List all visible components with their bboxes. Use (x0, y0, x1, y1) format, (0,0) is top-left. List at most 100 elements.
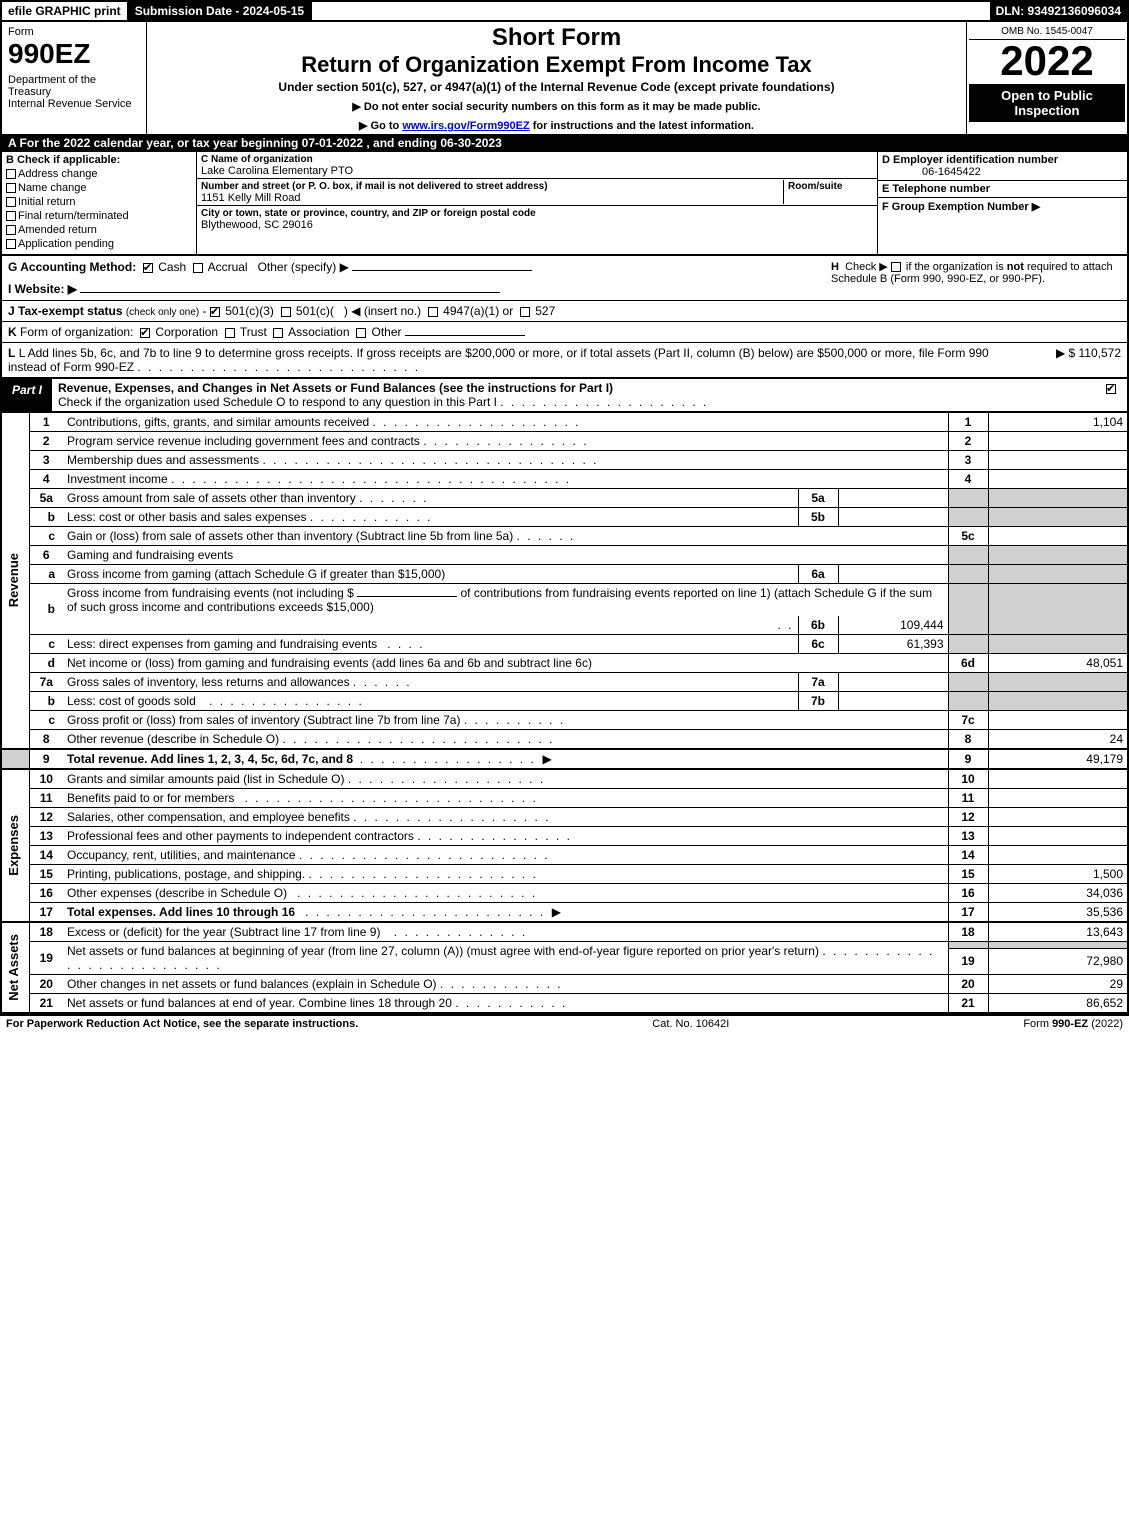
l14-num: 14 (948, 846, 988, 865)
l9-n: 9 (29, 749, 63, 769)
l20-d: Other changes in net assets or fund bala… (67, 977, 437, 991)
chk-527[interactable] (520, 307, 530, 317)
footer: For Paperwork Reduction Act Notice, see … (0, 1014, 1129, 1032)
l6a-box: 6a (798, 565, 838, 584)
note-goto-pre: ▶ Go to (359, 120, 402, 132)
l17-n: 17 (29, 903, 63, 923)
chk-other-org[interactable] (356, 328, 366, 338)
l10-amt (988, 769, 1128, 789)
chk-amended-return[interactable]: Amended return (6, 224, 192, 236)
l12-n: 12 (29, 808, 63, 827)
chk-final-return[interactable]: Final return/terminated (6, 210, 192, 222)
l6c-bval: 61,393 (838, 635, 948, 654)
col-d: D Employer identification number 06-1645… (877, 152, 1127, 254)
org-name: Lake Carolina Elementary PTO (201, 165, 353, 177)
chk-501c3[interactable] (210, 307, 220, 317)
chk-4947[interactable] (428, 307, 438, 317)
efile-label: efile GRAPHIC print (2, 2, 129, 20)
room-label: Room/suite (788, 181, 842, 192)
l6a-n: a (29, 565, 63, 584)
l3-n: 3 (29, 451, 63, 470)
l7c-num: 7c (948, 711, 988, 730)
part1-check[interactable] (1097, 379, 1127, 411)
dept-label: Department of the Treasury Internal Reve… (8, 74, 140, 110)
chk-cash[interactable] (143, 263, 153, 273)
l10-n: 10 (29, 769, 63, 789)
l5b-d: Less: cost or other basis and sales expe… (67, 510, 306, 524)
l13-n: 13 (29, 827, 63, 846)
l13-amt (988, 827, 1128, 846)
chk-501c[interactable] (281, 307, 291, 317)
subtitle: Under section 501(c), 527, or 4947(a)(1)… (155, 80, 958, 94)
l9-amt: 49,179 (988, 749, 1128, 769)
chk-initial-return[interactable]: Initial return (6, 196, 192, 208)
l9-d: Total revenue. Add lines 1, 2, 3, 4, 5c,… (67, 752, 353, 766)
l5a-d: Gross amount from sale of assets other t… (67, 491, 356, 505)
l21-amt: 86,652 (988, 994, 1128, 1014)
l16-d: Other expenses (describe in Schedule O) (67, 886, 287, 900)
top-bar: efile GRAPHIC print Submission Date - 20… (0, 0, 1129, 22)
l1-amt: 1,104 (988, 413, 1128, 432)
l20-n: 20 (29, 975, 63, 994)
footer-mid: Cat. No. 10642I (652, 1018, 729, 1030)
l7c-n: c (29, 711, 63, 730)
footer-right: Form 990-EZ (2022) (1023, 1018, 1123, 1030)
chk-address-change[interactable]: Address change (6, 168, 192, 180)
title-short-form: Short Form (155, 24, 958, 52)
l6b-bval: 109,444 (838, 616, 948, 635)
l14-d: Occupancy, rent, utilities, and maintena… (67, 848, 296, 862)
form-header: Form 990EZ Department of the Treasury In… (0, 22, 1129, 134)
l15-amt: 1,500 (988, 865, 1128, 884)
l7a-box: 7a (798, 673, 838, 692)
l20-amt: 29 (988, 975, 1128, 994)
l5c-d: Gain or (loss) from sale of assets other… (67, 529, 513, 543)
chk-corporation[interactable] (140, 328, 150, 338)
note-goto-post: for instructions and the latest informat… (530, 120, 754, 132)
l3-d: Membership dues and assessments (67, 453, 259, 467)
note-goto: ▶ Go to www.irs.gov/Form990EZ for instru… (155, 119, 958, 132)
l6d-n: d (29, 654, 63, 673)
irs-link[interactable]: www.irs.gov/Form990EZ (402, 120, 529, 132)
l14-n: 14 (29, 846, 63, 865)
l18-amt: 13,643 (988, 922, 1128, 942)
chk-trust[interactable] (225, 328, 235, 338)
l2-amt (988, 432, 1128, 451)
l5c-num: 5c (948, 527, 988, 546)
l5b-box: 5b (798, 508, 838, 527)
l12-num: 12 (948, 808, 988, 827)
l4-amt (988, 470, 1128, 489)
l5a-shade2 (988, 489, 1128, 508)
org-info-grid: B Check if applicable: Address change Na… (0, 152, 1129, 256)
group-label: F Group Exemption Number ▶ (882, 201, 1040, 213)
chk-schedule-b[interactable] (891, 262, 901, 272)
l19-n: 19 (29, 942, 63, 975)
l13-num: 13 (948, 827, 988, 846)
chk-application-pending[interactable]: Application pending (6, 238, 192, 250)
chk-name-change[interactable]: Name change (6, 182, 192, 194)
l10-d: Grants and similar amounts paid (list in… (67, 772, 344, 786)
part1-header: Part I Revenue, Expenses, and Changes in… (0, 378, 1129, 413)
chk-association[interactable] (273, 328, 283, 338)
topbar-spacer (312, 2, 989, 20)
l18-d: Excess or (deficit) for the year (Subtra… (67, 925, 380, 939)
netassets-label: Net Assets (6, 934, 21, 1001)
l4-d: Investment income (67, 472, 168, 486)
l6c-box: 6c (798, 635, 838, 654)
l10-num: 10 (948, 769, 988, 789)
l12-d: Salaries, other compensation, and employ… (67, 810, 350, 824)
chk-accrual[interactable] (193, 263, 203, 273)
dln: DLN: 93492136096034 (990, 2, 1127, 20)
street: 1151 Kelly Mill Road (201, 192, 300, 204)
l7a-n: 7a (29, 673, 63, 692)
l7a-d: Gross sales of inventory, less returns a… (67, 675, 350, 689)
form-word: Form (8, 26, 140, 38)
l16-num: 16 (948, 884, 988, 903)
l2-num: 2 (948, 432, 988, 451)
l4-num: 4 (948, 470, 988, 489)
l7c-d: Gross profit or (loss) from sales of inv… (67, 713, 460, 727)
col-b-title: B Check if applicable: (6, 154, 192, 166)
row-k: K Form of organization: Corporation Trus… (0, 322, 1129, 343)
l6-d: Gaming and fundraising events (63, 546, 948, 565)
header-right: OMB No. 1545-0047 2022 Open to Public In… (967, 22, 1127, 134)
l17-d: Total expenses. Add lines 10 through 16 (67, 905, 295, 919)
